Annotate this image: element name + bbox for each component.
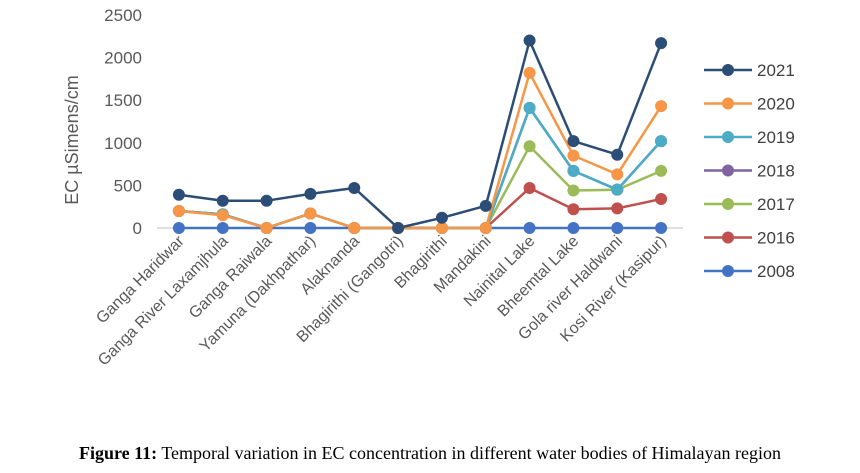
series-2019 [172, 101, 668, 234]
caption-label: Figure 11: [78, 443, 158, 463]
y-tick-label: 500 [114, 176, 142, 195]
caption-text: Temporal variation in EC concentration i… [157, 443, 782, 463]
data-point [260, 222, 273, 234]
legend-marker [722, 198, 734, 210]
data-point [523, 34, 536, 47]
data-point [611, 202, 624, 215]
data-point [304, 187, 317, 200]
data-point [348, 181, 361, 194]
series-line [178, 39, 663, 230]
legend-item-2017: 2017 [704, 195, 795, 214]
data-point [655, 164, 668, 177]
data-point [523, 66, 536, 79]
legend-marker [722, 131, 734, 143]
data-point [348, 222, 361, 234]
ec-line-chart: EC µSimens/cm 0 500 1000 1500 2000 2500 Ganga… [62, 6, 795, 369]
y-axis-ticks: 0 500 1000 1500 2000 2500 [104, 6, 142, 238]
series-2020 [172, 66, 668, 234]
data-point [392, 222, 405, 234]
legend-label: 2021 [757, 61, 795, 80]
data-point [655, 222, 668, 234]
y-axis-title: EC µSimens/cm [62, 75, 82, 204]
data-point [523, 101, 536, 114]
legend-marker [722, 64, 734, 76]
legend-label: 2018 [757, 162, 795, 181]
data-point [216, 222, 229, 234]
legend-label: 2019 [757, 128, 795, 147]
data-point [567, 149, 580, 162]
data-point [260, 194, 273, 207]
data-point [655, 135, 668, 148]
series-2017 [172, 140, 668, 234]
series-line [178, 144, 662, 230]
legend-marker [722, 231, 734, 244]
data-point [479, 222, 492, 234]
series-layer [172, 34, 668, 234]
legend-label: 2016 [757, 229, 795, 248]
y-tick-label: 0 [133, 219, 142, 238]
legend-item-2019: 2019 [704, 128, 795, 147]
data-point [611, 222, 624, 234]
legend-item-2020: 2020 [704, 95, 795, 114]
data-point [435, 211, 448, 224]
y-tick-label: 2000 [104, 49, 142, 68]
data-point [611, 148, 624, 161]
legend-label: 2020 [757, 95, 795, 114]
data-point [655, 193, 668, 206]
data-point [611, 183, 624, 196]
data-point [172, 204, 185, 217]
legend-label: 2008 [757, 262, 795, 281]
data-point [567, 222, 580, 234]
legend-marker [722, 97, 734, 110]
data-point [567, 164, 580, 177]
y-axis-label: EC µSimens/cm [62, 75, 82, 204]
series-2018 [172, 101, 668, 234]
data-point [567, 135, 580, 148]
data-point [304, 207, 317, 220]
data-point [216, 194, 229, 207]
series-line [178, 71, 663, 230]
data-point [479, 199, 492, 212]
data-point [172, 188, 185, 201]
data-point [523, 181, 536, 194]
data-point [655, 100, 668, 113]
data-point [523, 140, 536, 153]
legend-item-2021: 2021 [704, 61, 795, 80]
data-point [172, 222, 185, 234]
y-tick-label: 1000 [104, 134, 142, 153]
y-tick-label: 2500 [104, 6, 142, 25]
data-point [611, 168, 624, 181]
data-point [216, 209, 229, 222]
data-point [304, 222, 317, 234]
data-point [567, 203, 580, 216]
data-point [435, 222, 448, 234]
data-point [567, 184, 580, 197]
legend-item-2008: 2008 [704, 262, 795, 281]
y-tick-label: 1500 [104, 91, 142, 110]
legend-marker [722, 265, 734, 277]
data-point [523, 222, 536, 234]
figure-caption: Figure 11: Temporal variation in EC conc… [0, 443, 860, 464]
legend-item-2018: 2018 [704, 162, 795, 181]
legend-label: 2017 [757, 195, 795, 214]
legend: 2021 2020 2019 2018 2017 2016 2008 [704, 61, 795, 281]
series-2021 [172, 34, 668, 234]
data-point [655, 37, 668, 50]
legend-marker [722, 164, 734, 177]
legend-item-2016: 2016 [704, 229, 795, 248]
